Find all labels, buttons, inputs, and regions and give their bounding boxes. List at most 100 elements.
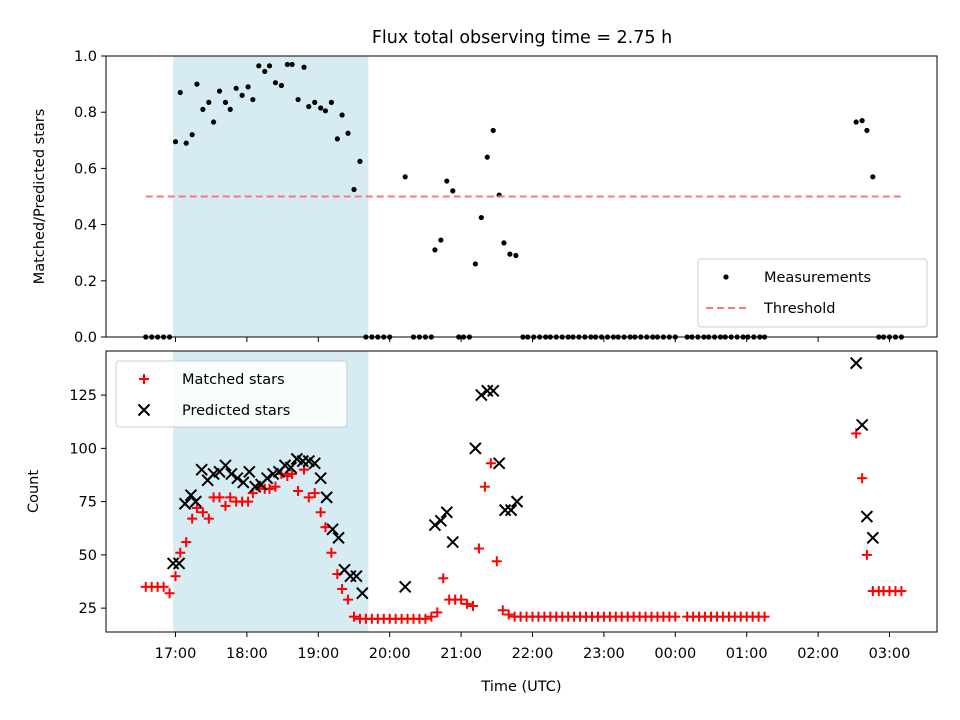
count-x-axis: 17:00 18:00 19:00 20:00 21:00 22:00 23:00 00:00… (155, 632, 910, 662)
matched-star-point (214, 492, 225, 503)
matched-star-point (438, 573, 449, 584)
predicted-star-point (219, 459, 232, 472)
x-tick-label: 01:00 (726, 646, 768, 662)
matched-star-point (270, 481, 281, 492)
measurement-point (513, 252, 519, 259)
matched-star-point (337, 583, 348, 594)
measurement-point (306, 103, 312, 110)
y-tick-label: 100 (69, 441, 97, 457)
matched-star-point (485, 458, 496, 469)
measurement-point (339, 112, 345, 118)
measurement-point (266, 63, 273, 69)
measurement-point (206, 99, 212, 105)
matched-star-point (309, 488, 320, 499)
predicted-star-point (487, 384, 500, 398)
measurement-point (450, 188, 456, 194)
predicted-star-point (475, 388, 488, 402)
predicted-star-point (434, 514, 448, 528)
matched-star-point (320, 522, 331, 533)
ratio-panel: 0.0 0.2 0.4 0.6 0.8 1.0 Matched/Predicted sta… (32, 49, 938, 346)
predicted-star-point (498, 503, 512, 517)
predicted-star-point (195, 463, 208, 476)
measurement-point (472, 261, 478, 267)
predicted-star-point (504, 503, 518, 517)
measurement-point (328, 99, 334, 105)
measurement-point (210, 119, 217, 125)
measurement-point (438, 237, 444, 243)
predicted-star-point (866, 531, 880, 545)
predicted-star-point (308, 457, 321, 470)
matched-star-point (197, 507, 208, 518)
count-y-axis-label: Count (26, 470, 42, 513)
matched-star-point (497, 605, 508, 616)
y-tick-label: 0.2 (74, 274, 97, 290)
measurement-point (357, 158, 363, 164)
measurement-point (189, 132, 195, 138)
matched-star-point (851, 428, 862, 439)
measurement-point (444, 178, 450, 184)
predicted-star-point (172, 557, 186, 570)
predicted-star-point (860, 510, 874, 523)
legend-label: Measurements (764, 270, 871, 286)
matched-star-point (479, 481, 490, 492)
predicted-star-point (184, 489, 198, 502)
legend-marker-dot (723, 274, 729, 280)
matched-star-point (861, 549, 872, 560)
predicted-star-point (469, 442, 482, 455)
predicted-star-point (243, 465, 256, 479)
legend-box (115, 360, 348, 428)
measurement-point (284, 61, 290, 68)
legend-box (697, 258, 928, 328)
ratio-y-axis: 0.0 0.2 0.4 0.6 0.8 1.0 (74, 49, 106, 346)
measurement-point (172, 139, 179, 145)
predicted-star-point (849, 356, 863, 370)
y-tick-label: 50 (79, 548, 97, 564)
predicted-star-point (284, 461, 298, 474)
matched-star-point (326, 547, 337, 558)
count-y-axis: 25 50 75 100 125 (69, 388, 106, 617)
matched-star-point (315, 507, 326, 518)
measurement-point (262, 68, 268, 75)
measurement-point (194, 81, 200, 87)
predicted-star-point (189, 495, 202, 508)
x-tick-label: 20:00 (369, 646, 411, 662)
predicted-star-point (332, 531, 345, 545)
x-tick-label: 21:00 (440, 646, 482, 662)
matched-star-point (420, 613, 431, 624)
matched-star-point (468, 601, 478, 612)
matched-star-point (187, 513, 198, 524)
y-tick-label: 0.6 (74, 161, 97, 177)
predicted-star-point (350, 569, 363, 583)
y-tick-label: 0.8 (74, 105, 97, 121)
count-plot-frame (105, 350, 938, 633)
predicted-star-point (481, 384, 494, 398)
x-tick-label: 18:00 (226, 646, 268, 662)
matched-star-point (243, 496, 254, 507)
measurement-point (256, 63, 262, 69)
predicted-star-point (178, 497, 192, 510)
matched-star-point (220, 500, 231, 511)
ratio-y-axis-label: Matched/Predicted stars (32, 109, 48, 285)
measurement-point (278, 82, 285, 89)
matched-star-point (175, 547, 186, 558)
measurement-point (351, 186, 357, 193)
predicted-star-point (260, 471, 274, 485)
predicted-star-point (855, 418, 869, 432)
matched-star-point (857, 473, 868, 484)
measurement-point (289, 61, 295, 68)
measurement-point (490, 127, 496, 134)
y-tick-label: 125 (69, 388, 97, 404)
matched-star-point (303, 492, 314, 503)
x-tick-label: 00:00 (654, 646, 696, 662)
y-tick-label: 25 (79, 601, 97, 617)
y-tick-label: 0.4 (74, 218, 97, 234)
measurement-point (222, 99, 229, 105)
predicted-star-point (320, 491, 333, 504)
measurement-point (245, 84, 251, 90)
x-tick-label: 17:00 (155, 646, 197, 662)
count-panel: 25 50 75 100 125 17:00 18:00 19:00 20:00 21:00 22… (26, 350, 938, 695)
measurement-point (484, 154, 490, 160)
measurement-point (227, 106, 233, 112)
predicted-star-point (225, 467, 238, 481)
measurement-point (322, 108, 329, 114)
